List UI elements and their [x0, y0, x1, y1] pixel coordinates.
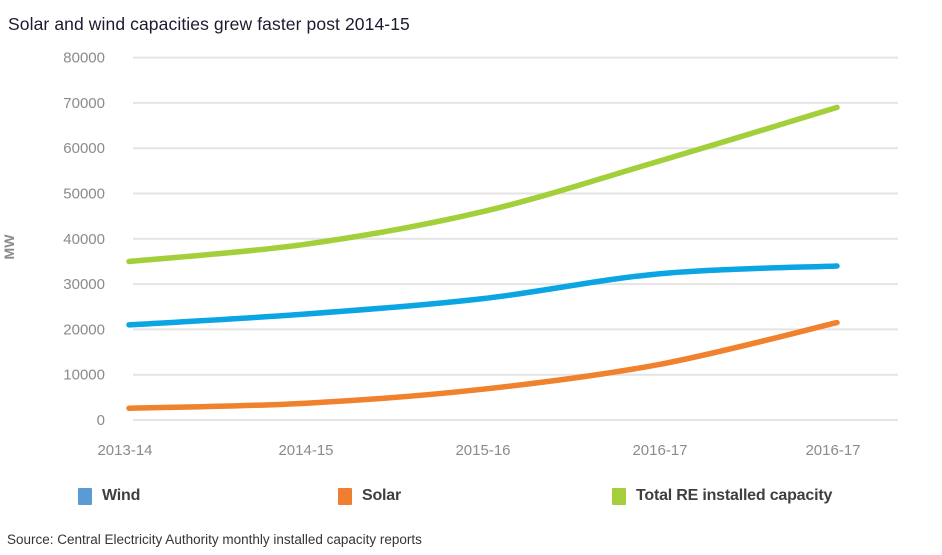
y-tick-label: 60000	[63, 140, 105, 157]
x-tick-label: 2016-17	[805, 442, 860, 459]
total-re-installed-capacity-line	[126, 104, 840, 265]
wind-legend-swatch	[78, 487, 92, 505]
chart-legend: Wind Solar Total RE installed capacity	[0, 487, 942, 511]
legend-item-wind: Wind	[78, 487, 140, 505]
solar-legend-swatch	[338, 487, 352, 505]
y-tick-label: 30000	[63, 276, 105, 293]
line-chart-canvas: 0 10000 20000 30000 40000 50000 60000 70000 8000…	[1, 50, 898, 459]
y-tick-label: 20000	[63, 321, 105, 338]
y-tick-label: 0	[97, 412, 105, 429]
solar-legend-label: Solar	[362, 487, 402, 504]
x-tick-label: 2016-17	[632, 442, 687, 459]
total-re-legend-swatch	[612, 487, 626, 505]
wind-line	[126, 263, 840, 328]
legend-item-solar: Solar	[338, 487, 401, 505]
x-tick-label: 2013-14	[97, 442, 152, 459]
total-re-legend-label: Total RE installed capacity	[636, 487, 833, 504]
solar-line	[126, 319, 840, 411]
y-tick-label: 70000	[63, 95, 105, 112]
x-tick-label: 2014-15	[278, 442, 333, 459]
y-axis-title: MW	[1, 234, 17, 260]
source-note: Source: Central Electricity Authority mo…	[7, 532, 422, 547]
y-tick-label: 40000	[63, 231, 105, 248]
y-tick-label: 50000	[63, 186, 105, 203]
y-tick-label: 80000	[63, 50, 105, 67]
legend-item-total-re: Total RE installed capacity	[612, 487, 832, 505]
chart-title: Solar and wind capacities grew faster po…	[8, 14, 410, 34]
wind-legend-label: Wind	[102, 487, 141, 504]
x-tick-label: 2015-16	[455, 442, 510, 459]
y-tick-label: 10000	[63, 367, 105, 384]
